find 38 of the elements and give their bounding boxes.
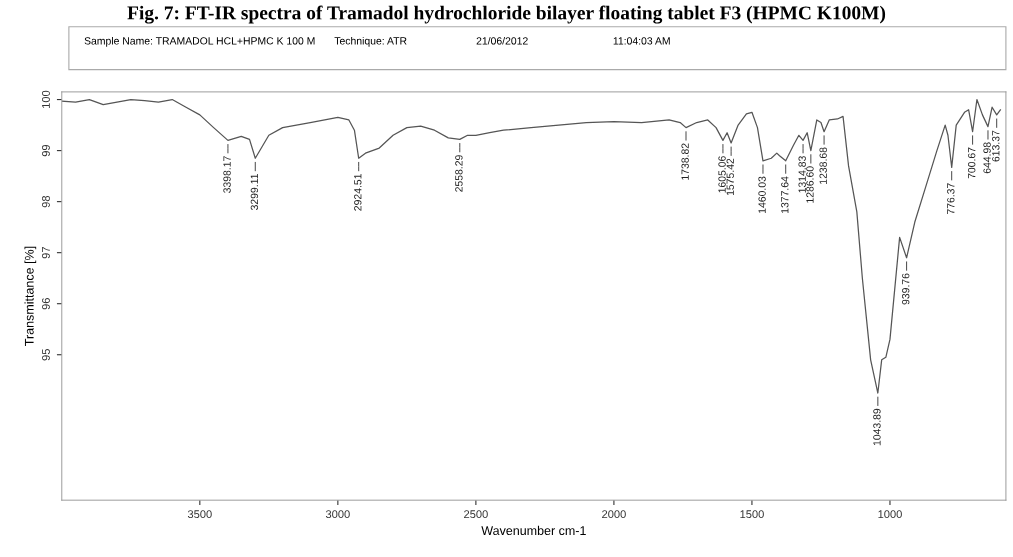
annotation: 1314.83 [798, 156, 806, 193]
annotation: 1377.64 [781, 176, 789, 213]
annotation: 644.98 [983, 142, 991, 174]
x-tick-label: 1000 [878, 510, 902, 519]
x-tick-label: 2500 [464, 510, 488, 519]
chart-title: Fig. 7: FT-IR spectra of Tramadol hydrochloride bilayer floating tablet F3 (HPMC K100M) [127, 5, 886, 24]
annotation: 700.67 [968, 147, 976, 179]
annotation: 1738.82 [681, 143, 689, 180]
annotation: 776.37 [947, 183, 955, 215]
annotation: 3398.17 [223, 156, 231, 193]
text: 21/06/2012 [476, 36, 528, 45]
x-axis-title: Wavenumber cm-1 [481, 525, 586, 535]
annotation: 1575.42 [726, 158, 734, 196]
text: Sample Name: TRAMADOL HCL+HPMC K 100 M [84, 36, 315, 47]
annotation: 939.76 [902, 273, 910, 305]
x-tick-label: 1500 [740, 510, 764, 519]
x-tick-label: 3000 [325, 510, 350, 519]
annotation: 2924.51 [354, 174, 362, 211]
annotation: 3299.11 [250, 174, 259, 211]
annotation: 1460.03 [758, 176, 766, 213]
line-series [61, 98, 1002, 394]
y-tick-label: 98 [42, 195, 50, 208]
y-axis-title: Transmittance [%] [24, 246, 37, 346]
annotation: 1605.06 [718, 156, 726, 193]
x-tick-label: 3500 [187, 510, 212, 519]
y-tick-label: 100 [42, 90, 50, 108]
annotation: 1238.68 [819, 147, 827, 184]
x-tick-label: 2000 [602, 510, 626, 519]
y-tick-label: 99 [42, 144, 50, 157]
y-tick-label: 97 [42, 247, 50, 259]
text: 11:04:03 AM [613, 37, 670, 45]
text: Technique: ATR [334, 36, 407, 47]
annotation: 1286.60 [806, 166, 814, 203]
annotation: 613.37 [992, 130, 1000, 162]
y-tick-label: 95 [42, 349, 50, 361]
y-tick-label: 96 [42, 298, 50, 310]
annotation: 2558.29 [455, 155, 463, 192]
annotation: 1043.89 [873, 408, 881, 446]
